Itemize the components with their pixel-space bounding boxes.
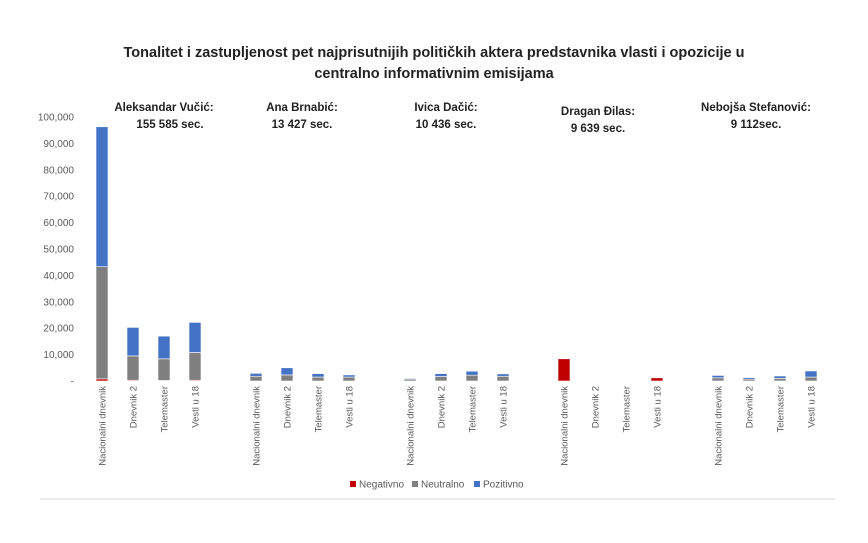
legend-label: Negativno xyxy=(359,480,404,491)
legend-swatch xyxy=(474,481,480,487)
actor-total-label: 10 436 sec. xyxy=(416,119,477,131)
legend-item: Neutralno xyxy=(412,480,465,491)
actor-name-label: Ivica Dačić: xyxy=(414,102,477,114)
y-tick-label: 10,000 xyxy=(43,350,74,361)
bar-segment-neutralno xyxy=(465,374,479,382)
bar-segment-pozitivno xyxy=(403,378,417,380)
x-tick-label: Vesti u 18 xyxy=(653,386,664,428)
bar-segment-negativno xyxy=(557,358,571,382)
bar-segment-pozitivno xyxy=(496,373,510,377)
x-tick-label: Nacionalni dnevnik xyxy=(560,386,571,466)
legend: Negativno Neutralno Pozitivno xyxy=(350,480,524,491)
y-tick-label: 30,000 xyxy=(43,297,74,308)
bar-group: Dragan Đilas: 9 639 sec. Nacionalni dnevni… xyxy=(557,106,664,466)
y-tick-label: 80,000 xyxy=(43,165,74,176)
x-tick-label: Dnevnik 2 xyxy=(745,386,756,428)
actor-total-label: 13 427 sec. xyxy=(272,119,333,131)
chart-title-line-2: centralno informativnim emisijama xyxy=(314,66,554,82)
y-tick-label: 60,000 xyxy=(43,218,74,229)
legend-label: Pozitivno xyxy=(483,480,524,491)
bar-segment-neutralno xyxy=(773,378,787,382)
actor-name-label: Aleksandar Vučić: xyxy=(114,102,213,114)
y-tick-label: 40,000 xyxy=(43,271,74,282)
y-tick-label: 20,000 xyxy=(43,324,74,335)
bar-segment-pozitivno xyxy=(157,335,171,360)
x-tick-label: Telemaster xyxy=(314,386,325,432)
bar-segment-neutralno xyxy=(280,374,294,382)
actor-name-label: Nebojša Stefanović: xyxy=(701,102,811,114)
bar-segment-neutralno xyxy=(711,377,725,382)
legend-item: Negativno xyxy=(350,480,404,491)
x-tick-label: Nacionalni dnevnik xyxy=(252,386,263,466)
bar-segment-pozitivno xyxy=(126,327,140,357)
bar-segment-pozitivno xyxy=(773,375,787,379)
y-tick-label: 100,000 xyxy=(38,113,75,124)
x-tick-label: Dnevnik 2 xyxy=(437,386,448,428)
bar-segment-neutralno xyxy=(804,376,818,382)
bar-segment-neutralno xyxy=(126,355,140,381)
bar-segment-pozitivno xyxy=(95,126,109,267)
bar-segment-negativno xyxy=(650,377,664,382)
legend-item: Pozitivno xyxy=(474,480,524,491)
x-tick-label: Telemaster xyxy=(160,386,171,432)
bar-segment-pozitivno xyxy=(465,370,479,376)
x-tick-label: Vesti u 18 xyxy=(345,386,356,428)
bar-group: Nebojša Stefanović: 9 112sec. Nacionalni d… xyxy=(701,102,817,466)
bar-group: Aleksandar Vučić: 155 585 sec. Nacionalni … xyxy=(95,102,214,466)
bar-segment-neutralno xyxy=(434,376,448,382)
bar-segment-pozitivno xyxy=(434,373,448,377)
legend-swatch xyxy=(350,481,356,487)
x-tick-label: Telemaster xyxy=(468,386,479,432)
y-axis: - 10,000 20,000 30,000 40,000 50,000 60,000 70,… xyxy=(38,113,75,388)
x-tick-label: Vesti u 18 xyxy=(499,386,510,428)
bar-segment-pozitivno xyxy=(342,374,356,378)
bar-segment-neutralno xyxy=(342,376,356,382)
actor-total-label: 9 639 sec. xyxy=(571,123,625,135)
legend-swatch xyxy=(412,481,418,487)
y-tick-label: 70,000 xyxy=(43,192,74,203)
y-tick-label: 90,000 xyxy=(43,139,74,150)
bar-groups: Aleksandar Vučić: 155 585 sec. Nacionalni … xyxy=(95,102,818,466)
bar-group: Ana Brnabić: 13 427 sec. Nacionalni dnevni… xyxy=(249,102,356,466)
bar-segment-pozitivno xyxy=(311,373,325,378)
bar-segment-negativno xyxy=(95,378,109,382)
bar-segment-neutralno xyxy=(249,375,263,382)
legend-label: Neutralno xyxy=(421,480,465,491)
chart-title-line-1: Tonalitet i zastupljenost pet najprisutn… xyxy=(124,45,745,61)
y-tick-label: 50,000 xyxy=(43,245,74,256)
x-tick-label: Dnevnik 2 xyxy=(129,386,140,428)
bar-segment-pozitivno xyxy=(804,370,818,378)
x-tick-label: Dnevnik 2 xyxy=(283,386,294,428)
bar-group: Ivica Dačić: 10 436 sec. Nacionalni dnevni… xyxy=(403,102,510,466)
actor-name-label: Ana Brnabić: xyxy=(266,102,338,114)
bar-segment-pozitivno xyxy=(711,375,725,379)
bar-segment-neutralno xyxy=(496,375,510,382)
x-tick-label: Vesti u 18 xyxy=(807,386,818,428)
x-tick-label: Dnevnik 2 xyxy=(591,386,602,428)
x-tick-label: Nacionalni dnevnik xyxy=(714,386,725,466)
x-tick-label: Nacionalni dnevnik xyxy=(98,386,109,466)
x-tick-label: Nacionalni dnevnik xyxy=(406,386,417,466)
bar-segment-neutralno xyxy=(311,376,325,382)
bar-segment-neutralno xyxy=(188,352,202,381)
bar-segment-neutralno xyxy=(95,266,109,380)
actor-total-label: 9 112sec. xyxy=(731,119,782,131)
bar-segment-pozitivno xyxy=(249,373,263,377)
bar-segment-pozitivno xyxy=(742,377,756,380)
bar-segment-pozitivno xyxy=(280,367,294,376)
y-tick-label: - xyxy=(71,377,74,388)
x-tick-label: Vesti u 18 xyxy=(191,386,202,428)
bar-segment-neutralno xyxy=(157,358,171,381)
x-tick-label: Telemaster xyxy=(622,386,633,432)
x-tick-label: Telemaster xyxy=(776,386,787,432)
bar-segment-pozitivno xyxy=(188,322,202,353)
actor-total-label: 155 585 sec. xyxy=(136,119,203,131)
actor-name-label: Dragan Đilas: xyxy=(561,106,635,118)
